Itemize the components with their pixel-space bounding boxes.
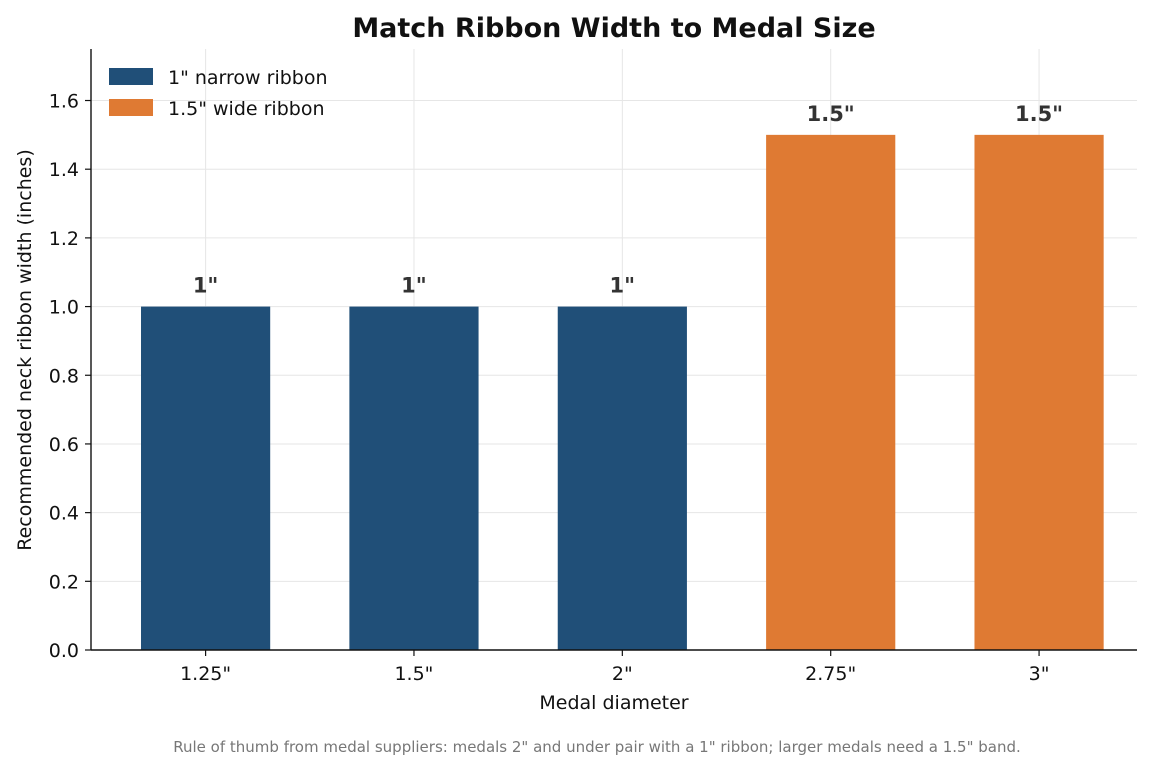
x-axis-label: Medal diameter xyxy=(539,692,688,714)
y-tick-labels: 0.0 0.2 0.4 0.6 0.8 1.0 1.2 1.4 1.6 xyxy=(49,91,79,662)
y-tick-label: 0.6 xyxy=(49,434,79,456)
axes xyxy=(85,49,1137,656)
y-tick-label: 1.4 xyxy=(49,159,79,181)
bar xyxy=(766,134,896,650)
bar xyxy=(974,134,1104,650)
footnote: Rule of thumb from medal suppliers: meda… xyxy=(173,738,1021,756)
data-labels: 1" 1" 1" 1.5" 1.5" xyxy=(193,102,1063,298)
y-tick-label: 1.0 xyxy=(49,297,79,319)
x-tick-label: 1.5" xyxy=(394,663,433,685)
x-tick-label: 1.25" xyxy=(180,663,231,685)
y-tick-label: 0.2 xyxy=(49,571,79,593)
x-tick-labels: 1.25" 1.5" 2" 2.75" 3" xyxy=(180,663,1049,685)
bar xyxy=(349,306,479,650)
y-tick-label: 1.2 xyxy=(49,228,79,250)
chart-title: Match Ribbon Width to Medal Size xyxy=(352,13,875,44)
x-tick-label: 2" xyxy=(612,663,633,685)
legend-label-wide-ribbon: 1.5" wide ribbon xyxy=(168,98,324,120)
bar-value-label: 1.5" xyxy=(1015,102,1063,126)
legend-swatch-wide-ribbon xyxy=(109,99,153,116)
y-tick-label: 1.6 xyxy=(49,91,79,113)
legend-label-narrow-ribbon: 1" narrow ribbon xyxy=(168,67,328,89)
bar xyxy=(557,306,687,650)
bar-value-label: 1" xyxy=(610,274,636,298)
y-tick-label: 0.4 xyxy=(49,503,79,525)
x-tick-label: 3" xyxy=(1029,663,1050,685)
bar xyxy=(141,306,271,650)
y-axis-label: Recommended neck ribbon width (inches) xyxy=(14,149,36,550)
y-tick-label: 0.0 xyxy=(49,640,79,662)
legend: 1" narrow ribbon 1.5" wide ribbon xyxy=(109,67,328,120)
y-tick-label: 0.8 xyxy=(49,365,79,387)
x-tick-label: 2.75" xyxy=(805,663,856,685)
bar-value-label: 1" xyxy=(193,274,219,298)
legend-swatch-narrow-ribbon xyxy=(109,68,153,85)
bar-value-label: 1.5" xyxy=(807,102,855,126)
bars xyxy=(141,134,1104,650)
bar-value-label: 1" xyxy=(401,274,427,298)
